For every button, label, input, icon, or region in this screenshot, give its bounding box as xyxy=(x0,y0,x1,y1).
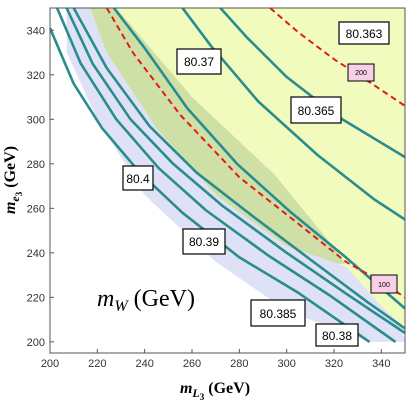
blue-region xyxy=(66,8,405,342)
label-text-80-4: 80.4 xyxy=(126,172,150,186)
contour-line-80-385 xyxy=(65,8,405,335)
plot-frame xyxy=(49,7,406,354)
x-tick-label: 220 xyxy=(88,358,106,370)
x-tick-label: 240 xyxy=(135,358,153,370)
label-text-80-385: 80.385 xyxy=(260,307,297,321)
y-tick-label: 220 xyxy=(27,292,45,304)
y-tick-label: 240 xyxy=(27,248,45,260)
label-text-80-365: 80.365 xyxy=(298,104,335,118)
y-tick-label: 340 xyxy=(27,25,45,37)
y-axis-title: me3(GeV) xyxy=(2,146,24,214)
label-80-365: 80.365 xyxy=(290,96,342,124)
label-text-80-363: 80.363 xyxy=(346,27,383,41)
label-100: 100 xyxy=(370,274,398,294)
label-200: 200 xyxy=(347,63,375,82)
dashed-curve-200 xyxy=(269,8,405,107)
label-80-38: 80.38 xyxy=(315,323,359,347)
label-text-100: 100 xyxy=(378,282,390,289)
label-80-39: 80.39 xyxy=(182,228,226,255)
x-tick-label: 300 xyxy=(277,358,295,370)
contour-line-80-4 xyxy=(50,27,371,343)
x-tick-label: 260 xyxy=(183,358,201,370)
x-axis-title: mL3 (GeV) xyxy=(180,380,250,402)
y-tick-label: 260 xyxy=(27,203,45,215)
contour-line-80-365 xyxy=(181,8,405,221)
contour-line-80-38 xyxy=(72,8,405,330)
label-80-385: 80.385 xyxy=(250,299,306,327)
contour-line-80-39 xyxy=(55,8,397,343)
plot-label: mW (GeV) xyxy=(97,286,195,315)
contour-lines xyxy=(50,8,405,343)
label-text-80-37: 80.37 xyxy=(184,55,214,69)
x-axis-ticks: 200 220 240 260 280 300 320 340 xyxy=(41,349,391,370)
label-text-200: 200 xyxy=(355,70,367,77)
y-tick-label: 280 xyxy=(27,159,45,171)
y-axis-ticks: 200 220 240 260 280 300 320 340 xyxy=(27,25,54,349)
x-tick-label: 280 xyxy=(230,358,248,370)
contour-labels: 80.37 80.363 80.365 80.4 80.39 80.385 80… xyxy=(122,21,398,347)
x-tick-label: 320 xyxy=(325,358,343,370)
y-tick-label: 320 xyxy=(27,70,45,82)
label-text-80-38: 80.38 xyxy=(322,329,352,343)
plot-area xyxy=(50,8,405,353)
contour-line-80-363 xyxy=(219,8,405,159)
label-80-363: 80.363 xyxy=(338,21,390,45)
x-tick-label: 200 xyxy=(41,358,59,370)
y-tick-label: 300 xyxy=(27,114,45,126)
label-text-80-39: 80.39 xyxy=(189,235,219,249)
label-80-4: 80.4 xyxy=(122,165,154,191)
green-region xyxy=(83,8,346,264)
x-tick-label: 340 xyxy=(372,358,390,370)
contour-line-80-37 xyxy=(112,8,405,310)
y-tick-label: 200 xyxy=(27,337,45,349)
label-80-37: 80.37 xyxy=(176,48,222,75)
